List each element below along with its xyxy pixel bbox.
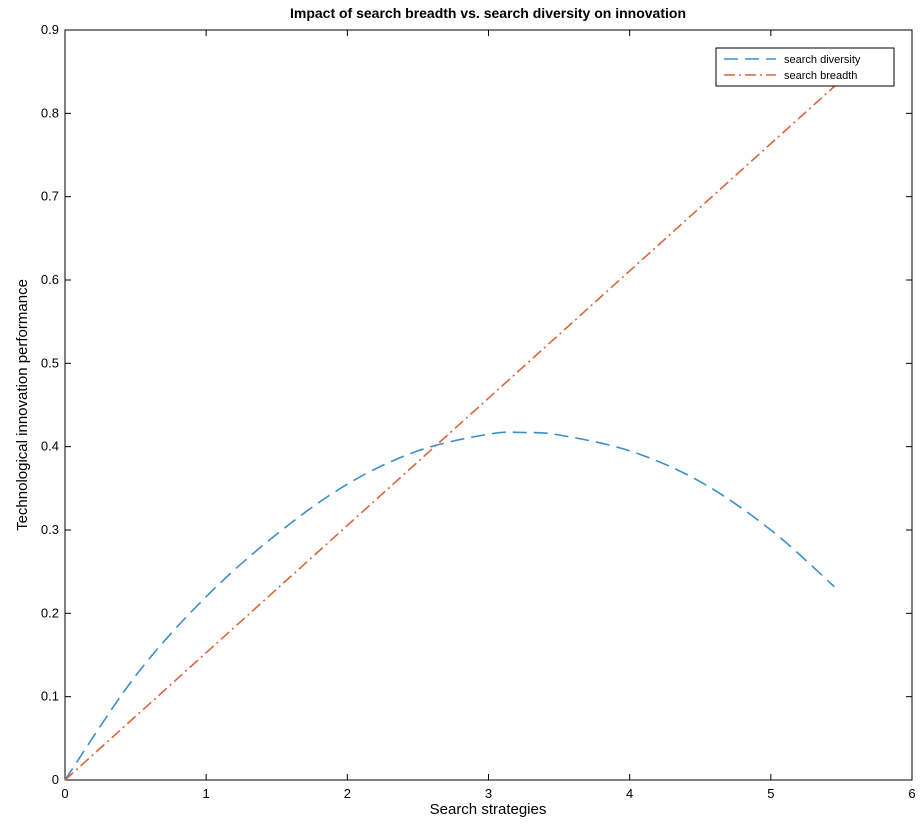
x-tick-label: 4	[626, 786, 633, 801]
plot-area	[64, 29, 913, 781]
y-tick-label: 0.4	[41, 439, 59, 454]
x-tick-label: 5	[767, 786, 774, 801]
x-tick-label: 6	[908, 786, 915, 801]
y-axis-label: Technological innovation performance	[14, 279, 31, 531]
y-tick-label: 0.8	[41, 105, 59, 120]
x-axis-ticks: 0 1 2 3 4 5 6	[61, 30, 916, 801]
y-tick-label: 0.7	[41, 189, 59, 204]
chart-title: Impact of search breadth vs. search dive…	[290, 5, 686, 21]
y-tick-label: 0.6	[41, 272, 59, 287]
y-axis-ticks: 0 0.1 0.2 0.3 0.4 0.5 0.6 0.7 0.8 0.9	[41, 22, 912, 787]
x-tick-label: 2	[344, 786, 351, 801]
y-tick-label: 0	[52, 772, 59, 787]
y-tick-label: 0.5	[41, 355, 59, 370]
y-tick-label: 0.2	[41, 605, 59, 620]
x-tick-label: 0	[61, 786, 68, 801]
x-tick-label: 3	[485, 786, 492, 801]
series-line-search-breadth	[64, 79, 842, 781]
series-layer	[64, 79, 842, 781]
legend-label-search-breadth: search breadth	[784, 70, 857, 82]
x-tick-label: 1	[203, 786, 210, 801]
legend: search diversity search breadth	[715, 47, 895, 87]
x-axis-label: Search strategies	[430, 801, 547, 818]
y-tick-label: 0.9	[41, 22, 59, 37]
series-line-search-diversity	[64, 431, 835, 781]
y-tick-label: 0.1	[41, 689, 59, 704]
legend-box	[715, 47, 895, 87]
y-tick-label: 0.3	[41, 522, 59, 537]
legend-label-search-diversity: search diversity	[784, 54, 861, 66]
